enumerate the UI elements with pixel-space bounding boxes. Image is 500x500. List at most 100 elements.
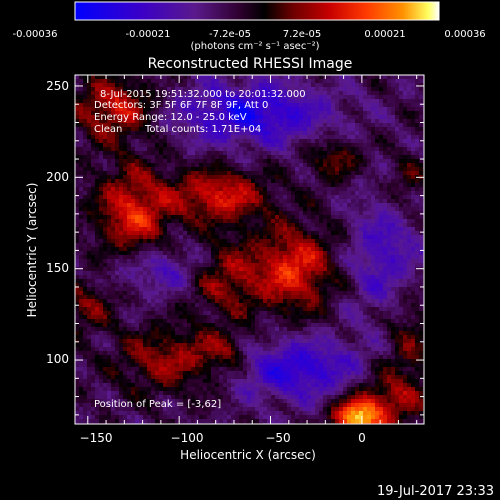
heatmap-cell bbox=[195, 159, 200, 164]
heatmap-cell bbox=[287, 363, 292, 368]
heatmap-cell bbox=[195, 251, 200, 256]
heatmap-cell bbox=[235, 83, 240, 88]
heatmap-cell bbox=[203, 227, 208, 232]
heatmap-cell bbox=[147, 127, 152, 132]
heatmap-cell bbox=[291, 83, 296, 88]
heatmap-cell bbox=[143, 335, 148, 340]
heatmap-cell bbox=[287, 311, 292, 316]
heatmap-cell bbox=[123, 215, 128, 220]
heatmap-cell bbox=[159, 183, 164, 188]
heatmap-cell bbox=[147, 195, 152, 200]
heatmap-cell bbox=[91, 159, 96, 164]
heatmap-cell bbox=[251, 159, 256, 164]
heatmap-cell bbox=[235, 255, 240, 260]
heatmap-cell bbox=[207, 331, 212, 336]
heatmap-cell bbox=[279, 135, 284, 140]
heatmap-cell bbox=[239, 183, 244, 188]
heatmap-cell bbox=[299, 255, 304, 260]
heatmap-cell bbox=[91, 223, 96, 228]
heatmap-cell bbox=[219, 279, 224, 284]
heatmap-cell bbox=[163, 195, 168, 200]
heatmap-cell bbox=[259, 327, 264, 332]
heatmap-cell bbox=[247, 179, 252, 184]
heatmap-cell bbox=[251, 231, 256, 236]
heatmap-cell bbox=[143, 355, 148, 360]
heatmap-cell bbox=[99, 279, 104, 284]
heatmap-cell bbox=[175, 359, 180, 364]
heatmap-cell bbox=[143, 83, 148, 88]
heatmap-cell bbox=[295, 215, 300, 220]
heatmap-cell bbox=[287, 155, 292, 160]
heatmap-cell bbox=[167, 303, 172, 308]
heatmap-cell bbox=[267, 163, 272, 168]
heatmap-cell bbox=[271, 355, 276, 360]
heatmap-cell bbox=[91, 175, 96, 180]
heatmap-cell bbox=[115, 115, 120, 120]
heatmap-cell bbox=[199, 139, 204, 144]
heatmap-cell bbox=[107, 255, 112, 260]
heatmap-cell bbox=[127, 355, 132, 360]
heatmap-cell bbox=[75, 143, 80, 148]
heatmap-cell bbox=[131, 191, 136, 196]
heatmap-cell bbox=[107, 371, 112, 376]
heatmap-cell bbox=[131, 159, 136, 164]
heatmap-cell bbox=[131, 75, 136, 80]
heatmap-cell bbox=[95, 111, 100, 116]
heatmap-cell bbox=[287, 315, 292, 320]
heatmap-cell bbox=[251, 251, 256, 256]
heatmap-cell bbox=[275, 375, 280, 380]
heatmap-cell bbox=[251, 287, 256, 292]
heatmap-cell bbox=[207, 411, 212, 416]
heatmap-cell bbox=[187, 223, 192, 228]
heatmap-cell bbox=[155, 355, 160, 360]
heatmap-cell bbox=[111, 143, 116, 148]
heatmap-cell bbox=[139, 175, 144, 180]
heatmap-cell bbox=[183, 123, 188, 128]
heatmap-cell bbox=[159, 319, 164, 324]
heatmap-cell bbox=[99, 371, 104, 376]
heatmap-cell bbox=[259, 75, 264, 80]
heatmap-cell bbox=[171, 379, 176, 384]
heatmap-cell bbox=[235, 271, 240, 276]
heatmap-cell bbox=[227, 187, 232, 192]
heatmap-cell bbox=[227, 179, 232, 184]
heatmap-cell bbox=[187, 95, 192, 100]
heatmap-cell bbox=[167, 199, 172, 204]
heatmap-cell bbox=[219, 83, 224, 88]
heatmap-cell bbox=[239, 179, 244, 184]
colorbar-gradient bbox=[74, 1, 440, 21]
heatmap-cell bbox=[199, 315, 204, 320]
heatmap-cell bbox=[135, 363, 140, 368]
heatmap-cell bbox=[263, 287, 268, 292]
heatmap-cell bbox=[283, 143, 288, 148]
heatmap-cell bbox=[263, 239, 268, 244]
heatmap-cell bbox=[87, 291, 92, 296]
heatmap-cell bbox=[191, 375, 196, 380]
heatmap-cell bbox=[75, 191, 80, 196]
heatmap-cell bbox=[275, 331, 280, 336]
heatmap-cell bbox=[91, 347, 96, 352]
heatmap-cell bbox=[87, 219, 92, 224]
heatmap-cell bbox=[115, 119, 120, 124]
heatmap-cell bbox=[167, 159, 172, 164]
heatmap-cell bbox=[115, 91, 120, 96]
heatmap-cell bbox=[251, 87, 256, 92]
heatmap-cell bbox=[199, 327, 204, 332]
heatmap-cell bbox=[219, 75, 224, 80]
heatmap-cell bbox=[167, 327, 172, 332]
heatmap-cell bbox=[183, 355, 188, 360]
heatmap-cell bbox=[91, 203, 96, 208]
heatmap-cell bbox=[79, 395, 84, 400]
heatmap-cell bbox=[243, 383, 248, 388]
heatmap-cell bbox=[99, 359, 104, 364]
heatmap-cell bbox=[147, 159, 152, 164]
heatmap-cell bbox=[111, 107, 116, 112]
heatmap-cell bbox=[279, 119, 284, 124]
heatmap-cell bbox=[239, 267, 244, 272]
heatmap-cell bbox=[267, 383, 272, 388]
heatmap-cell bbox=[279, 299, 284, 304]
heatmap-cell bbox=[263, 307, 268, 312]
heatmap-cell bbox=[255, 227, 260, 232]
heatmap-cell bbox=[135, 243, 140, 248]
